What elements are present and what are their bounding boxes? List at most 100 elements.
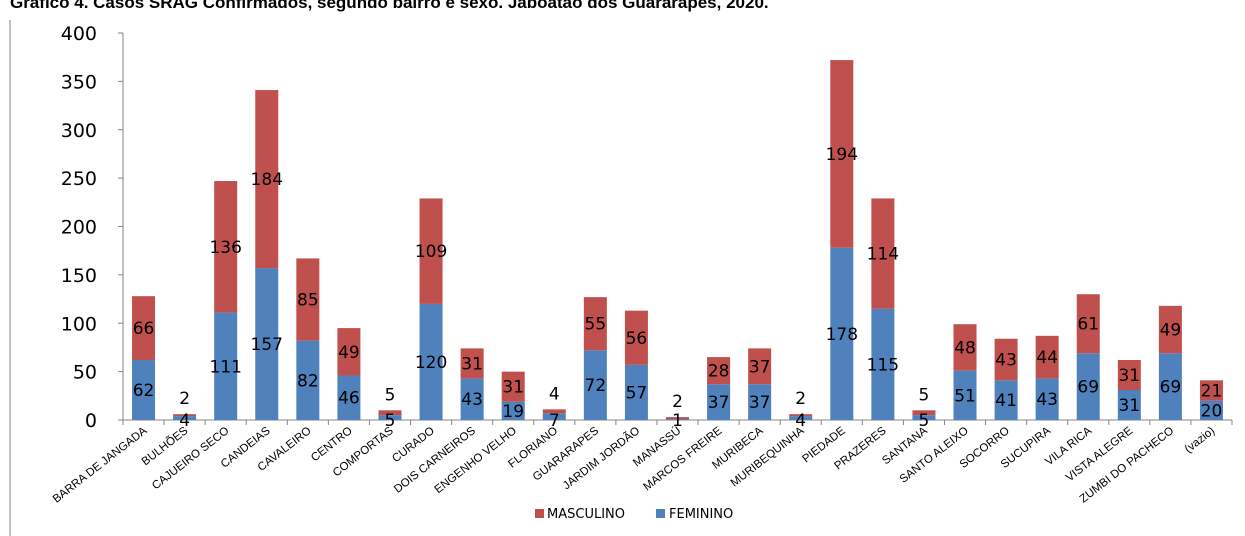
data-label-feminino: 31 bbox=[1118, 396, 1140, 416]
bar-feminino bbox=[542, 413, 566, 420]
bar-feminino bbox=[624, 364, 648, 420]
legend-label-masculino: MASCULINO bbox=[547, 507, 625, 522]
bar-masculino bbox=[255, 90, 279, 269]
data-label-feminino: 72 bbox=[585, 376, 607, 396]
bar-feminino bbox=[666, 419, 689, 420]
data-label-masculino: 61 bbox=[1077, 315, 1099, 335]
bar-feminino bbox=[1117, 390, 1141, 420]
bar-masculino bbox=[1199, 380, 1223, 401]
data-label-masculino: 109 bbox=[415, 242, 447, 262]
y-tick-label: 400 bbox=[61, 23, 97, 45]
data-label-masculino: 31 bbox=[502, 378, 524, 398]
data-label-masculino: 55 bbox=[585, 315, 607, 335]
data-label-feminino: 111 bbox=[209, 357, 241, 377]
bar-masculino bbox=[419, 198, 443, 304]
x-tick-label: JARDIM JORDÃO bbox=[560, 424, 642, 492]
x-tick-label: SANTO ALEIXO bbox=[898, 425, 971, 486]
data-label-masculino: 56 bbox=[626, 329, 648, 349]
data-label-feminino: 41 bbox=[995, 391, 1017, 411]
y-tick-label: 100 bbox=[61, 313, 97, 335]
bar-feminino bbox=[994, 380, 1018, 420]
data-label-feminino: 157 bbox=[251, 335, 283, 355]
data-label-feminino: 37 bbox=[749, 393, 771, 413]
data-label-feminino: 43 bbox=[1036, 390, 1058, 410]
y-tick-label: 250 bbox=[61, 168, 97, 190]
data-label-masculino: 85 bbox=[297, 291, 319, 311]
bar-masculino bbox=[296, 258, 320, 341]
bar-masculino bbox=[583, 297, 607, 351]
bar-feminino bbox=[460, 378, 484, 420]
legend-swatch-masculino bbox=[535, 509, 544, 518]
y-tick-label: 200 bbox=[61, 217, 97, 239]
x-tick-label: (vazio) bbox=[1183, 425, 1218, 456]
bar-masculino bbox=[624, 310, 648, 365]
bar-masculino bbox=[1158, 305, 1182, 354]
data-label-masculino: 44 bbox=[1036, 348, 1058, 368]
data-label-masculino: 48 bbox=[954, 338, 976, 358]
bar-feminino bbox=[1199, 400, 1223, 420]
data-label-feminino: 51 bbox=[954, 386, 976, 406]
bar-masculino bbox=[830, 60, 854, 248]
bar-masculino bbox=[1035, 335, 1059, 379]
legend-label-feminino: FEMININO bbox=[669, 507, 733, 522]
bar-masculino bbox=[994, 338, 1018, 381]
data-label-feminino: 46 bbox=[338, 389, 360, 409]
data-label-feminino: 178 bbox=[826, 325, 858, 345]
data-label-masculino: 184 bbox=[251, 170, 283, 190]
data-label-feminino: 19 bbox=[502, 402, 524, 422]
data-label-masculino: 5 bbox=[919, 385, 930, 405]
data-label-masculino: 28 bbox=[708, 362, 730, 382]
x-tick-label: BARRA DE JANGADA bbox=[51, 425, 150, 506]
bar-masculino bbox=[460, 348, 484, 379]
data-label-feminino: 20 bbox=[1201, 401, 1223, 421]
bar-masculino bbox=[953, 324, 977, 371]
bar-masculino bbox=[871, 198, 895, 309]
data-label-masculino: 194 bbox=[826, 145, 858, 165]
bar-masculino bbox=[1076, 294, 1100, 354]
data-label-feminino: 43 bbox=[461, 390, 483, 410]
y-tick-label: 300 bbox=[61, 120, 97, 142]
data-label-masculino: 21 bbox=[1201, 381, 1223, 401]
bar-feminino bbox=[173, 416, 197, 420]
bar-feminino bbox=[748, 384, 772, 420]
bar-masculino bbox=[378, 410, 402, 416]
bar-masculino bbox=[707, 357, 731, 385]
bar-masculino bbox=[789, 414, 813, 417]
bar-feminino bbox=[583, 350, 607, 420]
bar-feminino bbox=[707, 384, 731, 420]
data-label-feminino: 69 bbox=[1160, 378, 1182, 398]
data-label-feminino: 115 bbox=[867, 355, 899, 375]
x-tick-label: MARCOS FREIRE bbox=[642, 425, 725, 494]
bar-feminino bbox=[912, 415, 936, 420]
data-label-masculino: 31 bbox=[461, 354, 483, 374]
data-label-masculino: 37 bbox=[749, 357, 771, 377]
bar-feminino bbox=[1158, 353, 1182, 420]
bar-feminino bbox=[214, 312, 238, 420]
data-label-masculino: 66 bbox=[133, 319, 155, 339]
data-label-feminino: 62 bbox=[133, 381, 155, 401]
data-label-masculino: 114 bbox=[867, 245, 899, 265]
bar-feminino bbox=[337, 375, 361, 420]
data-label-masculino: 5 bbox=[385, 385, 396, 405]
bar-feminino bbox=[789, 416, 813, 420]
bar-masculino bbox=[912, 410, 936, 416]
data-label-feminino: 37 bbox=[708, 393, 730, 413]
data-label-masculino: 4 bbox=[549, 384, 560, 404]
bar-feminino bbox=[871, 308, 895, 420]
data-label-feminino: 5 bbox=[385, 411, 396, 431]
data-label-masculino: 2 bbox=[179, 389, 190, 409]
bar-feminino bbox=[1076, 353, 1100, 420]
data-label-feminino: 7 bbox=[549, 411, 560, 431]
bar-masculino bbox=[501, 371, 525, 402]
y-tick-label: 350 bbox=[61, 71, 97, 93]
data-label-masculino: 2 bbox=[795, 389, 806, 409]
data-label-feminino: 4 bbox=[179, 411, 190, 431]
x-tick-label: MURIBEQUINHA bbox=[729, 425, 807, 490]
bar-feminino bbox=[378, 415, 402, 420]
bar-feminino bbox=[132, 360, 156, 420]
bar-masculino bbox=[542, 409, 566, 414]
data-label-masculino: 43 bbox=[995, 351, 1017, 371]
bar-feminino bbox=[830, 247, 854, 420]
bar-feminino bbox=[255, 268, 279, 420]
